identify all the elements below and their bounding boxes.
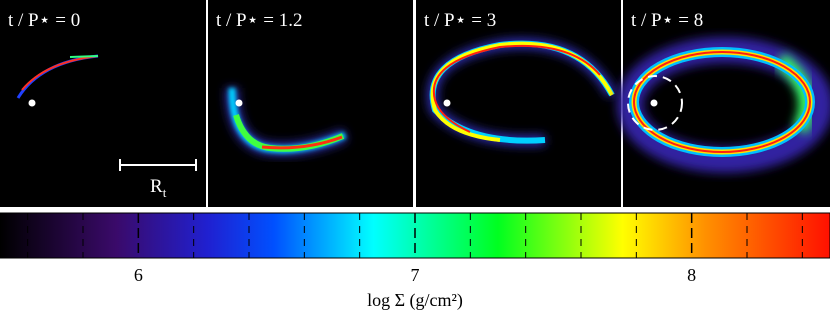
stream (427, 38, 617, 146)
panel-title: t / P⋆ = 8 (631, 10, 703, 31)
panel-title: t / P⋆ = 3 (424, 10, 496, 31)
stream (226, 87, 348, 156)
star (443, 99, 451, 107)
stream (617, 37, 830, 173)
panel-title: t / P⋆ = 0 (8, 10, 80, 31)
star (650, 99, 658, 107)
tick-label: 8 (687, 265, 696, 285)
star (28, 99, 36, 107)
panels (0, 0, 830, 207)
scale-label: R (150, 176, 163, 197)
scale-subscript: t (163, 185, 167, 200)
colorbar-ticks: 6 7 8 (27, 213, 803, 285)
star (235, 99, 243, 107)
tidal-radius (627, 75, 683, 131)
colorbar-label: log Σ (g/cm²) (367, 290, 463, 311)
panel-title: t / P⋆ = 1.2 (216, 10, 302, 31)
scale-bar-label: Rt (150, 176, 167, 200)
tick-label: 7 (411, 265, 420, 285)
panel-titles: t / P⋆ = 0 t / P⋆ = 1.2 t / P⋆ = 3 t / P⋆ =… (8, 10, 703, 31)
stream (16, 54, 99, 99)
tick-label: 6 (134, 265, 143, 285)
scale-bar (119, 159, 197, 171)
